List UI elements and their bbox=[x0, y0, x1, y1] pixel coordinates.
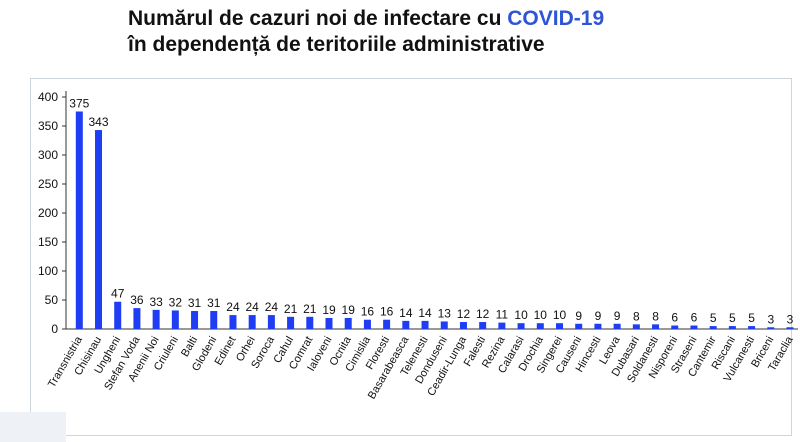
chart-bars bbox=[75, 111, 794, 329]
bar bbox=[95, 130, 103, 329]
data-label: 31 bbox=[188, 296, 202, 310]
data-label: 19 bbox=[342, 303, 356, 317]
data-label: 9 bbox=[595, 309, 602, 323]
data-label: 5 bbox=[729, 311, 736, 325]
data-label: 3 bbox=[767, 312, 774, 326]
bar bbox=[363, 319, 371, 329]
data-label: 36 bbox=[130, 293, 144, 307]
data-label: 16 bbox=[361, 305, 375, 319]
y-tick-label: 50 bbox=[45, 293, 59, 307]
bar bbox=[786, 327, 794, 329]
data-label: 5 bbox=[748, 311, 755, 325]
bar bbox=[536, 323, 544, 329]
data-label: 375 bbox=[69, 97, 89, 111]
chart-frame bbox=[30, 78, 792, 436]
data-label: 21 bbox=[284, 302, 298, 316]
title-accent: COVID-19 bbox=[507, 7, 605, 30]
bar bbox=[690, 325, 698, 329]
data-label: 33 bbox=[149, 295, 163, 309]
y-tick-label: 200 bbox=[38, 206, 58, 220]
bar bbox=[498, 322, 506, 329]
corner-decoration bbox=[0, 412, 66, 442]
bar bbox=[652, 324, 660, 329]
data-label: 32 bbox=[169, 295, 183, 309]
y-tick-label: 100 bbox=[38, 264, 58, 278]
bar bbox=[594, 323, 602, 329]
y-tick-label: 150 bbox=[38, 235, 58, 249]
slide-title: Numărul de cazuri noi de infectare cu CO… bbox=[128, 6, 788, 58]
data-label: 8 bbox=[633, 309, 640, 323]
data-label: 5 bbox=[710, 311, 717, 325]
bar bbox=[248, 315, 256, 329]
data-label: 21 bbox=[303, 302, 317, 316]
bar bbox=[114, 301, 122, 329]
bar bbox=[575, 323, 583, 329]
data-label: 31 bbox=[207, 296, 221, 310]
bar bbox=[767, 327, 775, 329]
data-label: 10 bbox=[514, 308, 528, 322]
data-label: 16 bbox=[380, 305, 394, 319]
bar bbox=[191, 311, 199, 329]
data-label: 6 bbox=[671, 311, 678, 325]
bar bbox=[421, 320, 429, 329]
bar bbox=[171, 310, 179, 329]
bar bbox=[613, 323, 621, 329]
data-label: 24 bbox=[245, 300, 259, 314]
bar bbox=[517, 323, 525, 329]
data-label: 8 bbox=[652, 309, 659, 323]
bar bbox=[671, 325, 679, 329]
data-label: 24 bbox=[226, 300, 240, 314]
data-label: 12 bbox=[457, 307, 471, 321]
bar bbox=[440, 321, 448, 329]
bar bbox=[229, 315, 237, 329]
data-label: 14 bbox=[418, 306, 432, 320]
bar bbox=[632, 324, 640, 329]
data-label: 13 bbox=[438, 306, 452, 320]
data-label: 11 bbox=[496, 308, 509, 322]
y-tick-label: 350 bbox=[38, 119, 58, 133]
data-label: 47 bbox=[111, 287, 125, 301]
bar bbox=[133, 308, 141, 329]
bar bbox=[709, 326, 717, 329]
data-label: 19 bbox=[322, 303, 336, 317]
bar bbox=[402, 320, 410, 329]
data-label: 9 bbox=[614, 309, 621, 323]
y-tick-label: 250 bbox=[38, 177, 58, 191]
y-tick-label: 400 bbox=[38, 90, 58, 104]
title-text: Numărul de cazuri noi de infectare cu bbox=[128, 7, 508, 30]
bar bbox=[287, 316, 295, 329]
bar bbox=[75, 111, 83, 329]
bar bbox=[152, 309, 160, 329]
bar bbox=[383, 319, 391, 329]
data-label: 10 bbox=[534, 308, 548, 322]
data-label: 12 bbox=[476, 307, 490, 321]
bar bbox=[344, 317, 352, 329]
bar bbox=[748, 326, 756, 329]
title-line-1: Numărul de cazuri noi de infectare cu CO… bbox=[128, 6, 788, 32]
bar bbox=[479, 322, 487, 329]
data-label: 6 bbox=[691, 311, 698, 325]
y-tick-label: 300 bbox=[38, 148, 58, 162]
data-label: 343 bbox=[88, 115, 108, 129]
bar bbox=[459, 322, 467, 329]
data-label: 3 bbox=[787, 312, 794, 326]
bar bbox=[306, 316, 314, 329]
y-tick-label: 0 bbox=[51, 322, 58, 336]
bar bbox=[728, 326, 736, 329]
title-line-2: în dependență de teritoriile administrat… bbox=[128, 33, 545, 56]
bar bbox=[267, 315, 275, 329]
bar bbox=[210, 311, 218, 329]
data-label: 14 bbox=[399, 306, 413, 320]
y-axis-ticks: 0 50 100 150 200 250 300 350 400 bbox=[38, 90, 66, 336]
bar bbox=[325, 317, 333, 329]
data-label: 10 bbox=[553, 308, 567, 322]
bar bbox=[556, 323, 564, 329]
chart-axes bbox=[65, 91, 798, 330]
data-label: 9 bbox=[575, 309, 582, 323]
data-label: 24 bbox=[265, 300, 279, 314]
